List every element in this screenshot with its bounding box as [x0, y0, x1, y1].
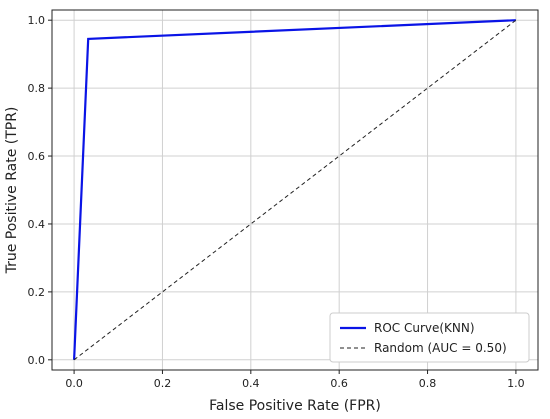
y-tick-label: 0.0 — [28, 354, 46, 367]
x-tick-label: 0.4 — [242, 377, 260, 390]
plot-frame — [51, 9, 539, 371]
roc-curve-line — [73, 19, 516, 360]
x-tick-label: 0.0 — [65, 377, 83, 390]
legend-entry-random: Random (AUC = 0.50) — [374, 341, 507, 355]
y-tick-label: 0.8 — [28, 82, 46, 95]
y-tick-label: 1.0 — [28, 14, 46, 27]
legend-box — [329, 312, 530, 363]
series-layer — [73, 19, 517, 361]
random-baseline-line — [73, 19, 517, 361]
y-tick-label: 0.4 — [28, 218, 46, 231]
x-tick-label: 0.6 — [330, 377, 348, 390]
y-tick-label: 0.6 — [28, 150, 46, 163]
x-axis-label: False Positive Rate (FPR) — [209, 398, 381, 414]
legend: ROC Curve(KNN) Random (AUC = 0.50) — [329, 312, 530, 363]
legend-entry-roc: ROC Curve(KNN) — [374, 321, 475, 335]
ticks: 0.0 0.2 0.4 0.6 0.8 1.0 0.0 0.2 0.4 0.6 0.8 1.0 — [28, 14, 525, 390]
grid — [52, 10, 538, 370]
x-tick-label: 0.8 — [419, 377, 437, 390]
x-tick-label: 0.2 — [154, 377, 172, 390]
y-axis-label: True Positive Rate (TPR) — [4, 107, 20, 275]
x-tick-label: 1.0 — [507, 377, 525, 390]
y-tick-label: 0.2 — [28, 286, 46, 299]
